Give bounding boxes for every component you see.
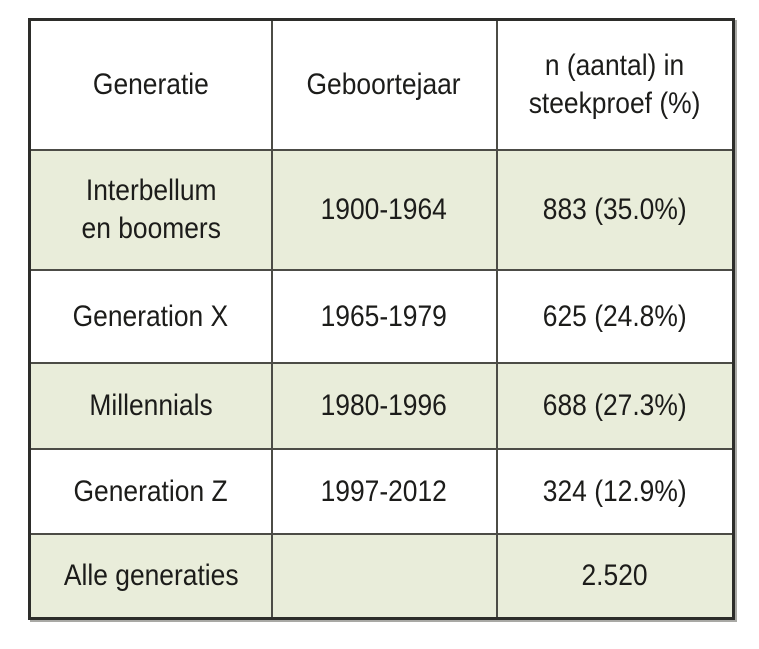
cell-text: 688 (27.3%) [542, 389, 687, 422]
cell-text: Alle generaties [63, 559, 239, 592]
table-cell-n: 688 (27.3%) [495, 362, 735, 450]
table-row-interbellum-boomers: Interbellum en boomers 1900-1964 883 (35… [28, 149, 735, 271]
table-cell-n: 324 (12.9%) [495, 448, 735, 535]
table-row-millennials: Millennials 1980-1996 688 (27.3%) [28, 362, 735, 450]
table-cell-generatie: Interbellum en boomers [28, 149, 273, 271]
header-row: Generatie Geboortejaar n (aantal) in ste… [28, 18, 735, 151]
cell-text: Generation X [72, 299, 229, 333]
header-cell-geboortejaar: Geboortejaar [270, 18, 498, 151]
table-cell-generatie: Millennials [28, 362, 273, 450]
cell-text: 625 (24.8%) [542, 299, 687, 333]
table-cell-geboortejaar: 1965-1979 [270, 269, 498, 364]
table-cell-generatie: Generation X [28, 269, 273, 364]
cell-text: 1965-1979 [320, 299, 448, 333]
table-cell-geboortejaar-empty [270, 533, 498, 620]
header-text: Geboortejaar [306, 68, 462, 101]
cell-text: 1980-1996 [320, 389, 448, 422]
header-text: n (aantal) in steekproef (%) [528, 49, 701, 120]
table-cell-generatie: Alle generaties [28, 533, 273, 620]
header-cell-n-steekproef: n (aantal) in steekproef (%) [495, 18, 735, 151]
cell-text: Interbellum en boomers [81, 174, 221, 245]
cell-text: 324 (12.9%) [542, 474, 687, 508]
table-row-generation-x: Generation X 1965-1979 625 (24.8%) [28, 269, 735, 364]
table-cell-geboortejaar: 1900-1964 [270, 149, 498, 271]
table-cell-generatie: Generation Z [28, 448, 273, 535]
table-row-generation-z: Generation Z 1997-2012 324 (12.9%) [28, 448, 735, 535]
header-text: Generatie [92, 68, 209, 101]
cell-text: Millennials [89, 389, 213, 422]
cell-text: 1900-1964 [320, 193, 448, 226]
cell-text: 883 (35.0%) [542, 193, 687, 226]
cell-text: 1997-2012 [320, 474, 448, 508]
table-cell-n: 883 (35.0%) [495, 149, 735, 271]
table-cell-n: 625 (24.8%) [495, 269, 735, 364]
cell-text: 2.520 [581, 559, 648, 592]
cell-text: Generation Z [73, 474, 228, 508]
header-cell-generatie: Generatie [28, 18, 273, 151]
table-cell-geboortejaar: 1997-2012 [270, 448, 498, 535]
table-cell-n-total: 2.520 [495, 533, 735, 620]
generation-sample-table: Generatie Geboortejaar n (aantal) in ste… [28, 18, 735, 620]
table-row-alle-generaties: Alle generaties 2.520 [28, 533, 735, 620]
table-cell-geboortejaar: 1980-1996 [270, 362, 498, 450]
